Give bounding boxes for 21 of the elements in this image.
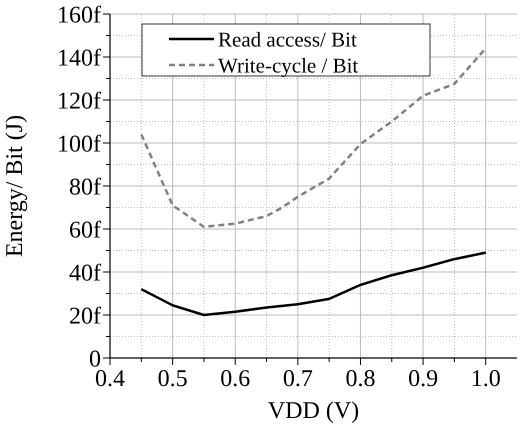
x-tick-label: 0.5 <box>158 366 188 392</box>
y-tick-label: 60f <box>69 217 101 244</box>
y-tick-label: 120f <box>57 88 101 114</box>
y-tick-label: 40f <box>69 260 101 286</box>
x-tick-label: 0.6 <box>220 366 250 392</box>
legend-label: Read access/ Bit <box>218 27 357 52</box>
y-tick-label: 140f <box>57 45 101 72</box>
x-axis-title: VDD (V) <box>268 398 360 424</box>
y-tick-label: 100f <box>57 131 101 158</box>
line-series <box>140 47 487 228</box>
x-tick-label: 0.4 <box>95 366 125 392</box>
x-tick-label: 0.8 <box>345 366 376 392</box>
y-axis-title: Energy/ Bit (J) <box>2 114 28 258</box>
y-tick-label: 20f <box>69 303 101 330</box>
x-tick-label: 0.9 <box>408 366 438 392</box>
x-tick-label: 1.0 <box>470 366 501 392</box>
legend-label: Write-cycle / Bit <box>218 53 358 78</box>
y-tick-label: 160f <box>57 2 101 28</box>
y-tick-label: 80f <box>69 174 101 200</box>
line-series <box>140 251 487 316</box>
x-tick-label: 0.7 <box>282 366 313 392</box>
